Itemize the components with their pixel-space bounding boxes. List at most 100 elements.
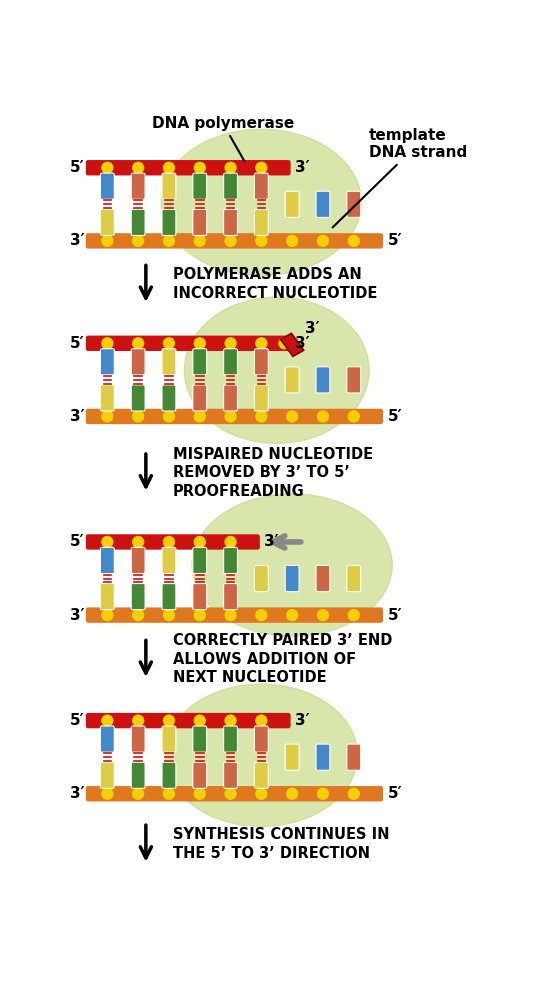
FancyBboxPatch shape [86, 409, 383, 424]
Circle shape [132, 536, 144, 548]
Circle shape [255, 410, 267, 423]
Circle shape [163, 235, 175, 247]
Circle shape [101, 337, 113, 349]
Circle shape [193, 235, 206, 247]
Circle shape [255, 788, 267, 800]
FancyBboxPatch shape [316, 367, 330, 393]
FancyBboxPatch shape [162, 209, 176, 235]
FancyBboxPatch shape [193, 385, 207, 411]
Circle shape [132, 235, 144, 247]
Text: 5′: 5′ [388, 409, 402, 424]
Text: 3′: 3′ [70, 786, 84, 801]
FancyBboxPatch shape [162, 762, 176, 788]
Circle shape [255, 162, 267, 174]
Circle shape [225, 410, 237, 423]
FancyBboxPatch shape [86, 713, 291, 728]
Circle shape [225, 337, 237, 349]
Circle shape [101, 162, 113, 174]
Circle shape [163, 788, 175, 800]
FancyBboxPatch shape [316, 744, 330, 770]
Polygon shape [281, 333, 303, 356]
Circle shape [255, 714, 267, 727]
FancyBboxPatch shape [224, 385, 238, 411]
Circle shape [278, 337, 291, 349]
FancyBboxPatch shape [254, 762, 268, 788]
Circle shape [317, 609, 329, 621]
Circle shape [225, 788, 237, 800]
FancyBboxPatch shape [162, 726, 176, 752]
Circle shape [101, 788, 113, 800]
FancyBboxPatch shape [162, 547, 176, 574]
Ellipse shape [184, 297, 369, 443]
Circle shape [225, 536, 237, 548]
Text: 3′: 3′ [70, 409, 84, 424]
Circle shape [348, 235, 360, 247]
FancyBboxPatch shape [285, 191, 299, 217]
Circle shape [193, 536, 206, 548]
Circle shape [132, 609, 144, 621]
FancyBboxPatch shape [100, 209, 114, 235]
Circle shape [163, 536, 175, 548]
Circle shape [255, 337, 267, 349]
Circle shape [317, 788, 329, 800]
Circle shape [225, 609, 237, 621]
Circle shape [101, 714, 113, 727]
Circle shape [317, 235, 329, 247]
FancyBboxPatch shape [86, 336, 291, 351]
Text: 3′: 3′ [305, 321, 320, 336]
Text: DNA polymerase: DNA polymerase [152, 116, 294, 161]
FancyBboxPatch shape [224, 584, 238, 610]
Circle shape [286, 788, 298, 800]
FancyBboxPatch shape [285, 565, 299, 592]
Text: 3′: 3′ [295, 160, 310, 175]
FancyBboxPatch shape [162, 173, 176, 199]
FancyBboxPatch shape [224, 762, 238, 788]
Text: 5′: 5′ [388, 786, 402, 801]
FancyBboxPatch shape [254, 173, 268, 199]
Circle shape [132, 337, 144, 349]
FancyBboxPatch shape [254, 565, 268, 592]
FancyBboxPatch shape [316, 565, 330, 592]
Text: 3′: 3′ [70, 608, 84, 623]
Circle shape [225, 235, 237, 247]
FancyBboxPatch shape [100, 726, 114, 752]
Text: 3′: 3′ [295, 713, 310, 728]
FancyBboxPatch shape [347, 565, 361, 592]
Circle shape [193, 788, 206, 800]
FancyBboxPatch shape [131, 349, 145, 375]
FancyBboxPatch shape [100, 547, 114, 574]
Circle shape [193, 410, 206, 423]
Circle shape [101, 609, 113, 621]
FancyBboxPatch shape [131, 762, 145, 788]
Circle shape [286, 410, 298, 423]
Circle shape [163, 337, 175, 349]
FancyBboxPatch shape [193, 173, 207, 199]
Circle shape [193, 162, 206, 174]
Text: POLYMERASE ADDS AN
INCORRECT NUCLEOTIDE: POLYMERASE ADDS AN INCORRECT NUCLEOTIDE [173, 267, 377, 301]
Circle shape [348, 609, 360, 621]
Text: MISPAIRED NUCLEOTIDE
REMOVED BY 3’ TO 5’
PROOFREADING: MISPAIRED NUCLEOTIDE REMOVED BY 3’ TO 5’… [173, 447, 373, 499]
FancyBboxPatch shape [316, 191, 330, 217]
FancyBboxPatch shape [100, 385, 114, 411]
FancyBboxPatch shape [86, 607, 383, 623]
Text: template
DNA strand: template DNA strand [333, 128, 468, 227]
FancyBboxPatch shape [193, 349, 207, 375]
FancyBboxPatch shape [100, 584, 114, 610]
FancyBboxPatch shape [285, 367, 299, 393]
FancyBboxPatch shape [131, 726, 145, 752]
FancyBboxPatch shape [86, 786, 383, 801]
FancyBboxPatch shape [224, 209, 238, 235]
FancyBboxPatch shape [162, 584, 176, 610]
Circle shape [163, 609, 175, 621]
Text: 5′: 5′ [388, 608, 402, 623]
Circle shape [101, 536, 113, 548]
FancyBboxPatch shape [131, 584, 145, 610]
FancyBboxPatch shape [224, 726, 238, 752]
FancyBboxPatch shape [224, 547, 238, 574]
FancyBboxPatch shape [254, 385, 268, 411]
FancyBboxPatch shape [193, 762, 207, 788]
FancyBboxPatch shape [285, 744, 299, 770]
FancyBboxPatch shape [86, 160, 291, 175]
Circle shape [132, 410, 144, 423]
FancyBboxPatch shape [86, 534, 260, 550]
